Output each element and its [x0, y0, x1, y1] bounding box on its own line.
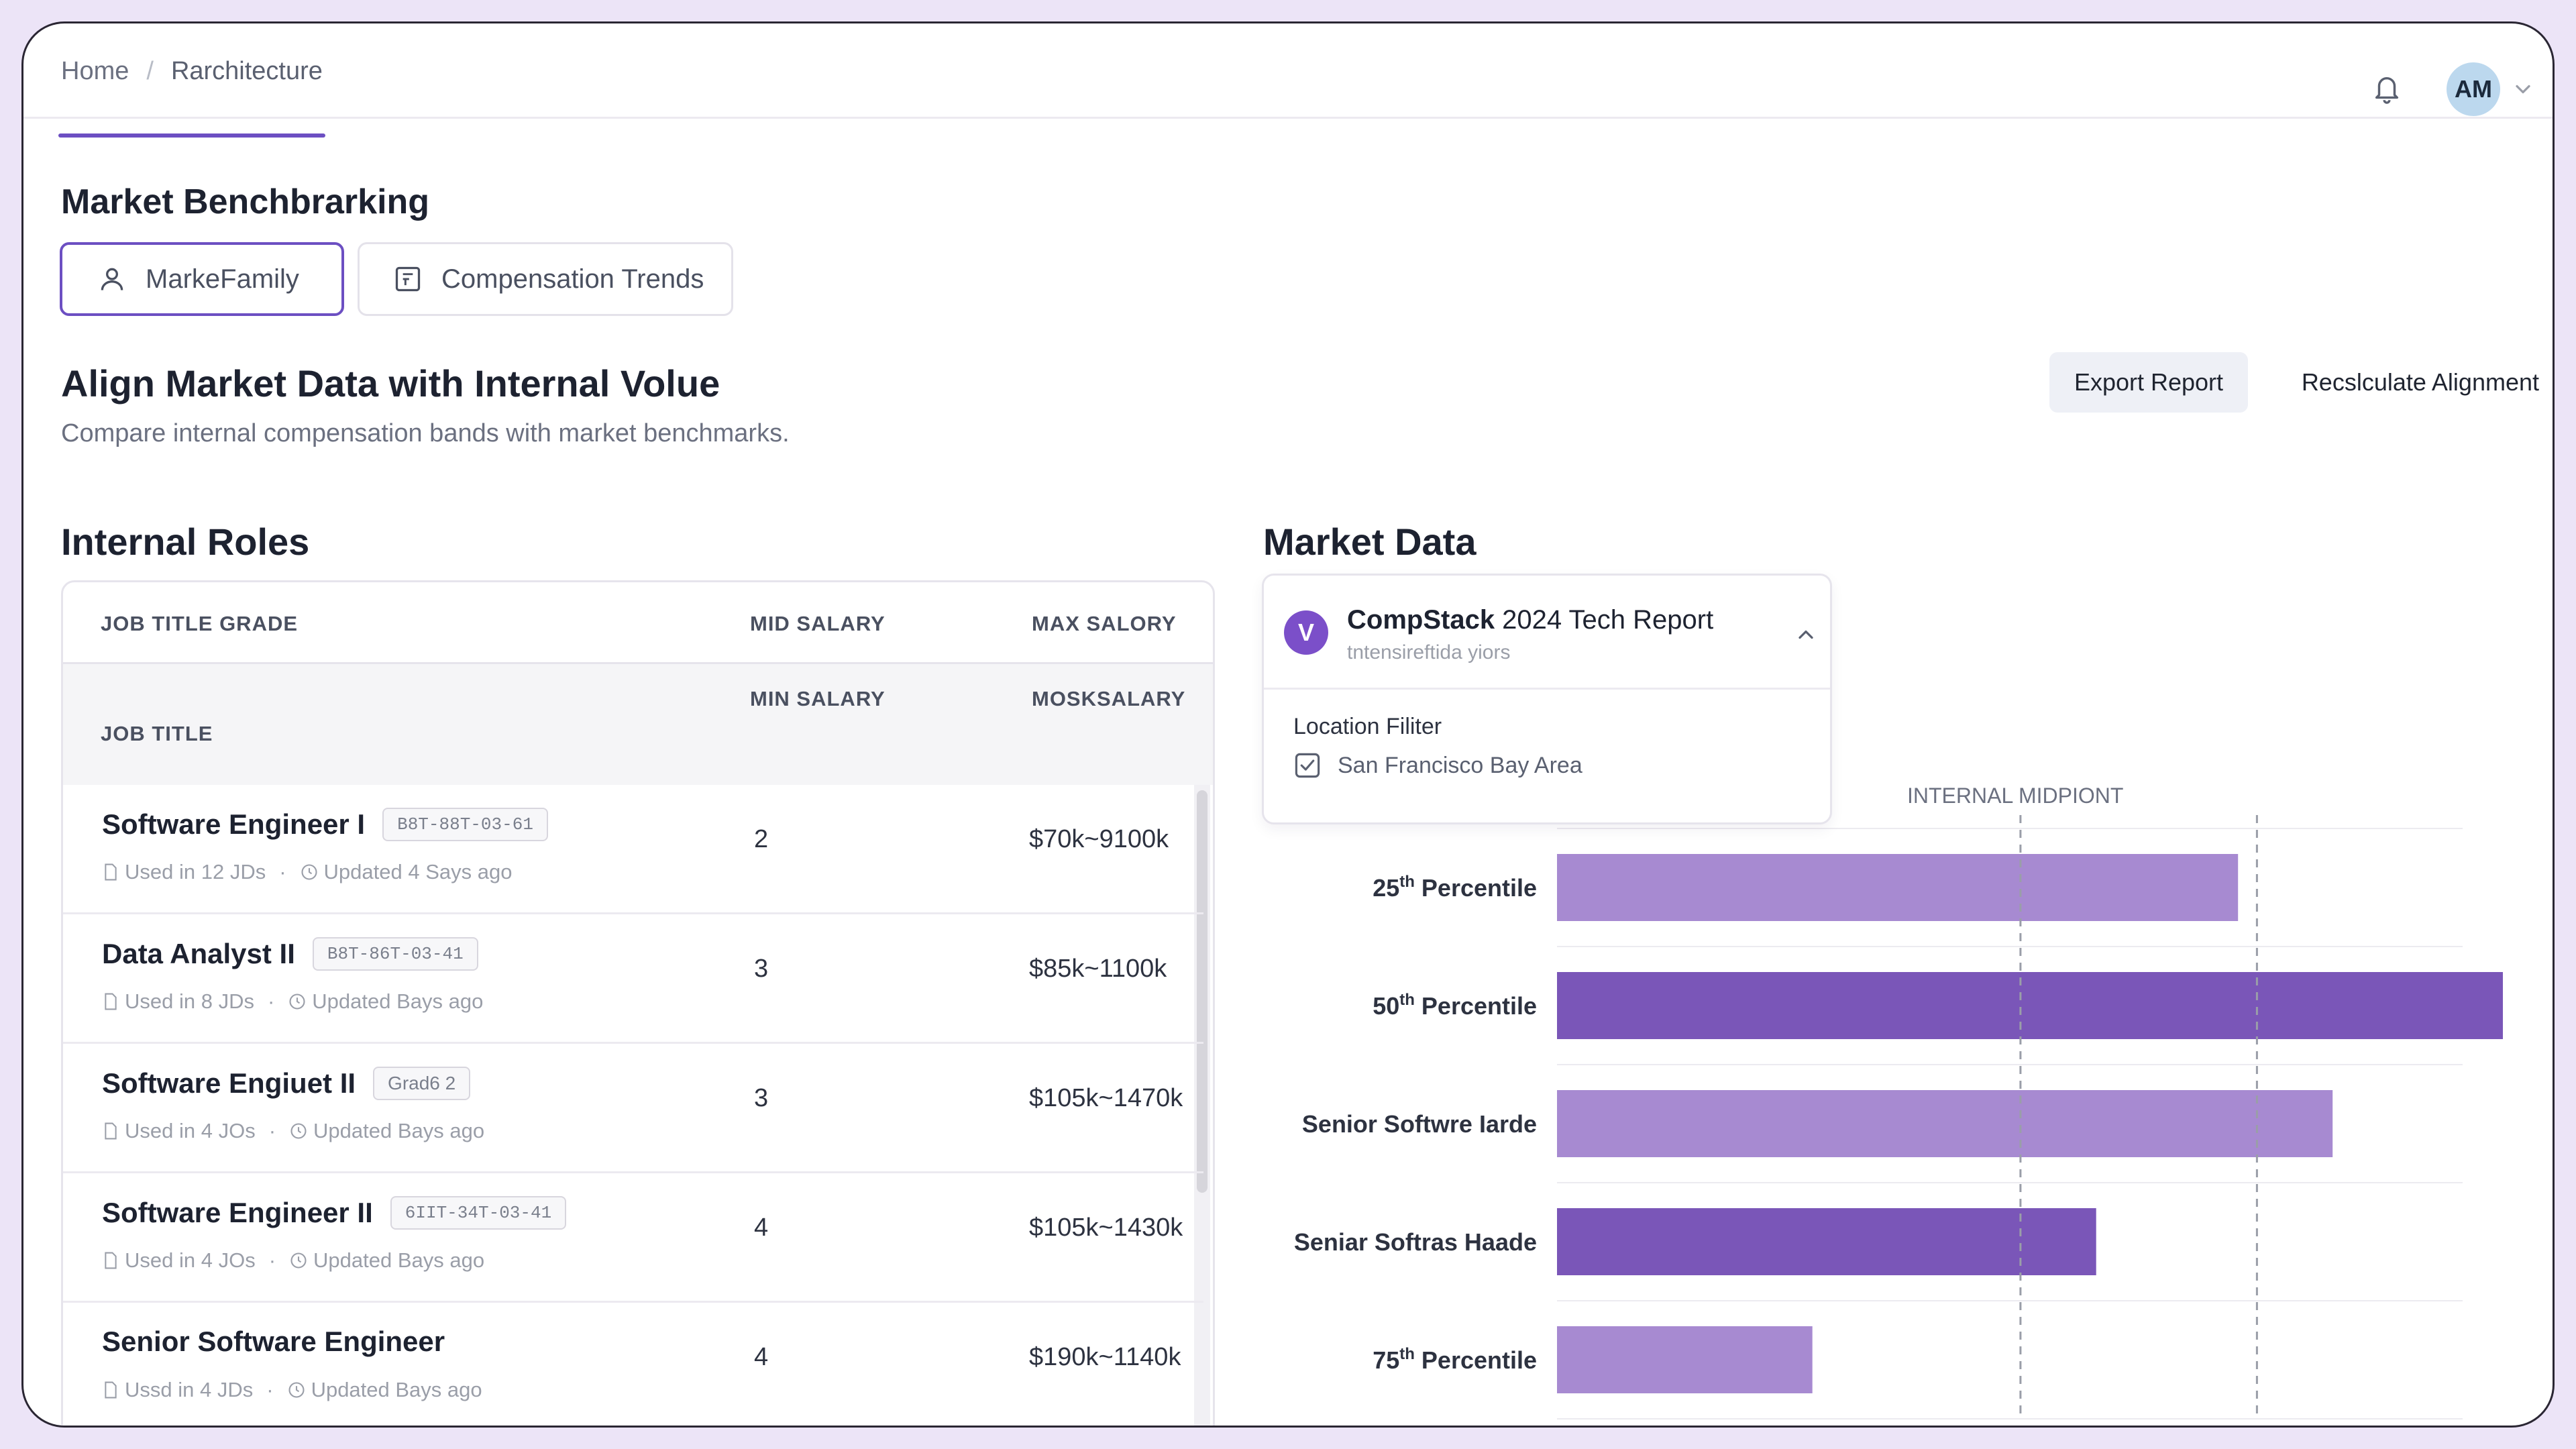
chart-category-label: 75th Percentile — [1373, 1345, 1537, 1374]
location-filter-label: Location Filiter — [1293, 714, 1442, 739]
avatar[interactable]: AM — [2447, 62, 2500, 116]
breadcrumb-current[interactable]: Rarchitecture — [170, 56, 323, 85]
role-grade: 3 — [754, 955, 769, 983]
app-window: Home / Rarchitecture AM Market Benchbrar… — [21, 21, 2555, 1428]
tab-market-family[interactable]: MarkeFamily — [60, 242, 344, 316]
role-title: Software Engineer I — [102, 808, 366, 840]
breadcrumb: Home / Rarchitecture — [61, 23, 323, 119]
source-logo: V — [1284, 610, 1328, 655]
role-title: Software Engiuet II — [102, 1067, 356, 1099]
role-usage: Used in 8 JDs — [125, 989, 254, 1013]
chart-category-label: 50th Percentile — [1373, 991, 1537, 1020]
role-title: Data Analyst II — [102, 938, 295, 969]
breadcrumb-home[interactable]: Home — [61, 56, 129, 85]
role-updated: Updated Bays ago — [311, 1378, 482, 1401]
section-subtitle: Compare internal compensation bands with… — [61, 419, 790, 447]
market-data-heading: Market Data — [1263, 521, 1477, 563]
clock-icon — [289, 994, 305, 1010]
table-row[interactable]: Software Engineer I B8T-88T-03-61 Used in… — [63, 785, 1203, 914]
role-grade: 4 — [754, 1343, 769, 1371]
chart-category-label: 25th Percentile — [1373, 873, 1537, 902]
column-header[interactable]: MOSKSALARY — [1032, 687, 1186, 710]
chart-bar — [1557, 1326, 1813, 1393]
checkbox-checked-icon[interactable] — [1293, 751, 1322, 780]
chart-bar — [1557, 1090, 2333, 1157]
role-grade-badge: Grad6 2 — [373, 1067, 471, 1100]
section-heading: Align Market Data with Internal Volue — [61, 362, 720, 405]
role-title: Senior Software Engineer — [102, 1326, 445, 1357]
table-row[interactable]: Software Engineer II 6IIT-34T-03-41 Used … — [63, 1173, 1203, 1303]
chart-bar — [1557, 854, 2239, 921]
market-source-card: V CompStack 2024 Tech Report tntensireft… — [1262, 574, 1832, 824]
top-bar: Home / Rarchitecture AM — [23, 23, 2553, 119]
document-icon — [105, 1381, 117, 1399]
chart-category-label: Senior Softwre Iarde — [1302, 1110, 1537, 1138]
chevron-up-icon[interactable] — [1794, 623, 1818, 650]
tab-label: Compensation Trends — [441, 264, 704, 294]
internal-roles-table: JOB TITLE GRADE MID SALARY MAX SALORY JO… — [61, 580, 1215, 1426]
document-icon — [105, 993, 117, 1010]
clock-icon — [301, 864, 317, 880]
location-filter-option[interactable]: San Francisco Bay Area — [1293, 751, 1582, 780]
table-subheader-row: JOB TITLE MIN SALARY MOSKSALARY — [63, 664, 1213, 785]
column-header[interactable]: MID SALARY — [750, 612, 885, 635]
document-icon — [105, 863, 117, 881]
scrollbar-thumb[interactable] — [1197, 790, 1208, 1193]
report-icon — [395, 266, 421, 292]
column-header[interactable]: JOB TITLE — [101, 722, 213, 745]
role-code-badge: 6IIT-34T-03-41 — [390, 1196, 567, 1230]
breadcrumb-active-indicator — [58, 133, 325, 138]
role-salary-range: $85k~1100k — [1029, 955, 1167, 983]
role-code-badge: B8T-86T-03-41 — [312, 937, 478, 971]
role-title: Software Engineer II — [102, 1197, 373, 1228]
recalculate-alignment-button[interactable]: Recslculate Alignment — [2301, 368, 2539, 396]
breadcrumb-separator: / — [146, 56, 154, 85]
role-salary-range: $70k~9100k — [1029, 825, 1169, 853]
role-grade: 2 — [754, 825, 769, 853]
chart-annotation: INTERNAL MIDPIONT — [1907, 784, 2123, 808]
page-title: Market Benchbrarking — [61, 182, 430, 221]
role-salary-range: $190k~1140k — [1029, 1343, 1181, 1371]
role-grade: 4 — [754, 1214, 769, 1242]
table-header-row: JOB TITLE GRADE MID SALARY MAX SALORY — [63, 582, 1213, 664]
source-selector[interactable]: V CompStack 2024 Tech Report tntensireft… — [1264, 576, 1830, 690]
export-report-button[interactable]: Export Report — [2049, 352, 2248, 413]
role-grade: 3 — [754, 1084, 769, 1112]
column-header[interactable]: MIN SALARY — [750, 687, 885, 710]
tab-label: MarkeFamily — [146, 264, 299, 294]
role-salary-range: $105k~1470k — [1029, 1084, 1183, 1112]
internal-roles-heading: Internal Roles — [61, 521, 310, 563]
table-row[interactable]: Software Engiuet II Grad6 2 Used in 4 JOs… — [63, 1044, 1203, 1173]
role-code-badge: B8T-88T-03-61 — [382, 808, 548, 841]
role-usage: Used in 4 JOs — [125, 1248, 256, 1272]
tab-compensation-trends[interactable]: Compensation Trends — [358, 242, 733, 316]
column-header[interactable]: JOB TITLE GRADE — [101, 612, 299, 635]
role-usage: Used in 12 JDs — [125, 860, 266, 883]
column-header[interactable]: MAX SALORY — [1032, 612, 1177, 635]
source-subtitle: tntensireftida yiors — [1347, 641, 1511, 663]
role-updated: Updated 4 Says ago — [323, 860, 513, 883]
role-updated: Updated Bays ago — [312, 989, 484, 1013]
role-updated: Updated Bays ago — [313, 1248, 485, 1272]
role-updated: Updated Bays ago — [313, 1119, 485, 1142]
chart-category-label: Seniar Softras Haade — [1294, 1228, 1537, 1256]
clock-icon — [290, 1252, 307, 1269]
source-name: CompStack 2024 Tech Report — [1347, 605, 1714, 635]
market-benchmark-chart: INTERNAL MIDPIONT 25th Percentile 50th Per… — [1294, 784, 2503, 1419]
clock-icon — [288, 1382, 305, 1398]
user-icon — [101, 268, 123, 290]
table-row[interactable]: Senior Software Engineer Ussd in 4 JDs · U… — [63, 1303, 1203, 1426]
role-usage: Ussd in 4 JDs — [125, 1378, 254, 1401]
chart-bar — [1557, 1208, 2096, 1275]
location-filter-value: San Francisco Bay Area — [1338, 752, 1582, 778]
role-salary-range: $105k~1430k — [1029, 1214, 1183, 1242]
document-icon — [105, 1122, 117, 1140]
role-usage: Used in 4 JOs — [125, 1119, 256, 1142]
table-row[interactable]: Data Analyst II B8T-86T-03-41 Used in 8 J… — [63, 914, 1203, 1044]
clock-icon — [290, 1123, 307, 1139]
notification-bell-icon[interactable] — [2363, 65, 2410, 112]
chart-bar — [1557, 972, 2503, 1039]
document-icon — [105, 1252, 117, 1269]
chevron-down-icon[interactable] — [2511, 77, 2535, 101]
